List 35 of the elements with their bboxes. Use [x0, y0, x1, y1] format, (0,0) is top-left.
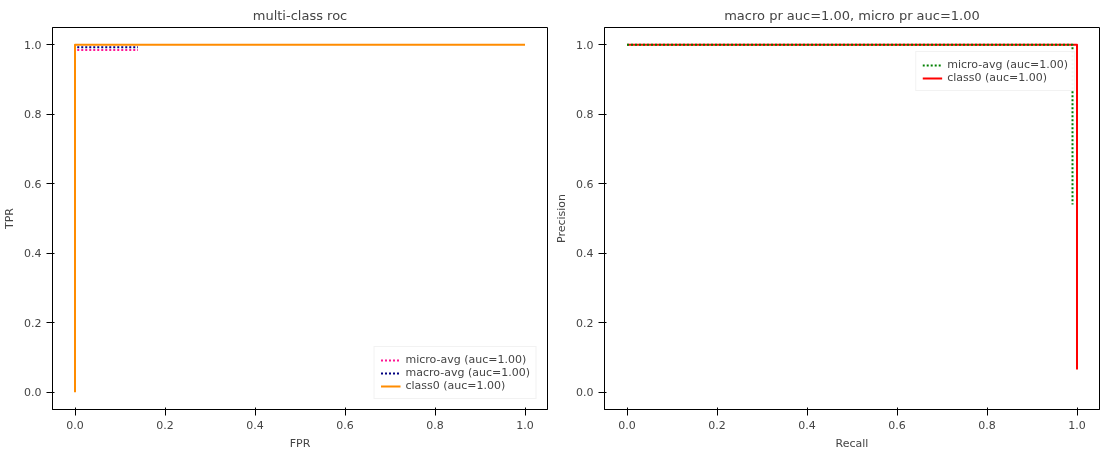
y-axis-title: TPR [3, 207, 17, 230]
x-tick-label: 0.2 [708, 418, 726, 432]
legend-label: class0 (auc=1.00) [947, 71, 1048, 84]
x-tick-label: 0.4 [246, 418, 264, 432]
y-tick-label: 0.4 [576, 247, 594, 261]
x-tick-label: 0.6 [336, 418, 354, 432]
y-tick-label: 0.2 [576, 316, 594, 330]
chart-title: macro pr auc=1.00, micro pr auc=1.00 [724, 7, 980, 23]
y-tick-label: 0.6 [576, 177, 594, 191]
x-tick-label: 0.0 [618, 418, 636, 432]
y-tick-label: 0.8 [576, 108, 594, 122]
y-tick-label: 0.0 [576, 386, 594, 400]
x-tick-label: 0.8 [978, 418, 996, 432]
y-tick-label: 0.6 [24, 177, 42, 191]
x-axis-title: Recall [835, 436, 869, 450]
x-tick-label: 0.4 [798, 418, 816, 432]
legend-label: class0 (auc=1.00) [405, 379, 506, 392]
x-tick-label: 1.0 [1068, 418, 1086, 432]
chart-title: multi-class roc [252, 7, 348, 23]
y-tick-label: 0.0 [24, 386, 42, 400]
x-tick-label: 1.0 [516, 418, 534, 432]
x-tick-label: 0.2 [156, 418, 174, 432]
y-tick-label: 0.2 [24, 316, 42, 330]
y-tick-label: 1.0 [24, 38, 42, 52]
x-tick-label: 0.6 [888, 418, 906, 432]
x-tick-label: 0.0 [66, 418, 84, 432]
y-tick-label: 0.4 [24, 247, 42, 261]
y-tick-label: 1.0 [576, 38, 594, 52]
legend-label: macro-avg (auc=1.00) [405, 366, 530, 379]
x-tick-label: 0.8 [426, 418, 444, 432]
legend-label: micro-avg (auc=1.00) [947, 58, 1068, 71]
y-tick-label: 0.8 [24, 108, 42, 122]
y-axis-title: Precision [555, 193, 569, 244]
legend-label: micro-avg (auc=1.00) [405, 353, 527, 366]
x-axis-title: FPR [289, 436, 311, 450]
